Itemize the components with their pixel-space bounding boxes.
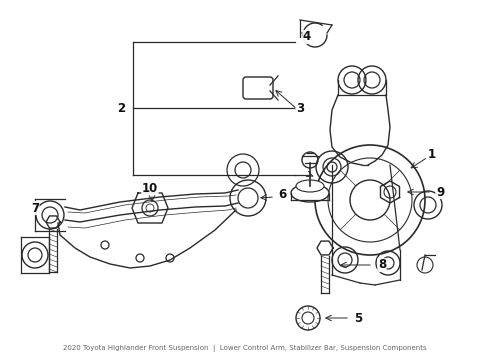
Text: 4: 4: [303, 31, 311, 44]
Text: 8: 8: [378, 258, 386, 271]
Text: 10: 10: [142, 181, 158, 194]
Text: 1: 1: [428, 148, 436, 162]
Text: 7: 7: [31, 202, 39, 215]
Ellipse shape: [296, 180, 324, 192]
Text: 2020 Toyota Highlander Front Suspension  |  Lower Control Arm, Stabilizer Bar, S: 2020 Toyota Highlander Front Suspension …: [63, 345, 427, 352]
Text: 9: 9: [436, 185, 444, 198]
Text: 2: 2: [117, 102, 125, 114]
Ellipse shape: [291, 184, 329, 202]
FancyBboxPatch shape: [243, 77, 273, 99]
Text: 3: 3: [296, 102, 304, 114]
Text: 6: 6: [278, 189, 286, 202]
Text: 5: 5: [354, 311, 362, 324]
